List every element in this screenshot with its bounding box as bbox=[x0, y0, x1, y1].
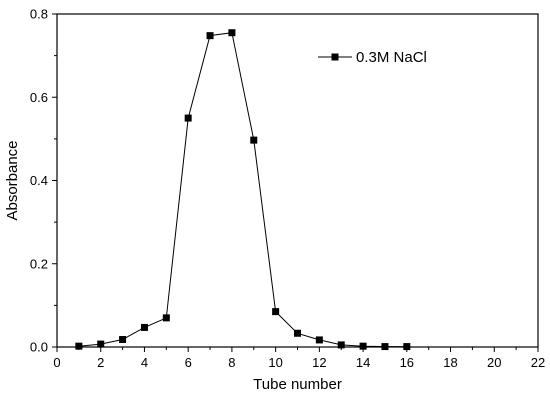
x-tick-label: 10 bbox=[268, 355, 282, 370]
series-line bbox=[78, 32, 407, 348]
plot-frame bbox=[56, 13, 539, 348]
data-point bbox=[75, 342, 83, 350]
data-point bbox=[359, 342, 367, 350]
data-point bbox=[206, 32, 214, 40]
y-tick-label: 0.6 bbox=[30, 90, 48, 105]
data-point bbox=[315, 336, 323, 344]
x-tick-label: 8 bbox=[228, 355, 235, 370]
data-point bbox=[272, 308, 280, 316]
y-axis-title: Absorbance bbox=[4, 140, 21, 220]
data-point bbox=[294, 329, 301, 337]
x-tick-label: 12 bbox=[312, 355, 326, 370]
data-point bbox=[162, 314, 170, 322]
plot-border bbox=[56, 13, 539, 348]
legend-label: 0.3M NaCl bbox=[356, 49, 427, 66]
x-tick-label: 20 bbox=[487, 355, 501, 370]
y-axis-ticks: 0.0 0.2 0.4 0.6 0.8 bbox=[30, 7, 57, 355]
data-point bbox=[250, 136, 258, 144]
y-tick-label: 0.2 bbox=[30, 256, 48, 271]
y-tick-label: 0.4 bbox=[30, 173, 48, 188]
legend-marker bbox=[331, 53, 339, 61]
data-point bbox=[184, 114, 192, 122]
x-axis-title: Tube number bbox=[253, 376, 342, 393]
x-tick-label: 2 bbox=[97, 355, 104, 370]
y-tick-label: 0.8 bbox=[30, 7, 48, 22]
data-point bbox=[228, 29, 236, 37]
x-tick-label: 6 bbox=[185, 355, 192, 370]
x-tick-label: 22 bbox=[531, 355, 545, 370]
x-tick-label: 4 bbox=[141, 355, 148, 370]
series-layer bbox=[75, 29, 411, 351]
legend: 0.3M NaCl bbox=[318, 49, 427, 66]
data-point bbox=[381, 343, 389, 351]
data-point bbox=[119, 336, 127, 344]
y-tick-label: 0.0 bbox=[30, 340, 48, 355]
data-point bbox=[140, 323, 148, 331]
data-point bbox=[337, 341, 345, 349]
x-axis-ticks: 0 2 4 6 8 10 12 14 16 18 20 22 bbox=[53, 347, 545, 370]
x-tick-label: 18 bbox=[443, 355, 457, 370]
x-tick-label: 16 bbox=[400, 355, 414, 370]
data-point bbox=[97, 340, 105, 348]
x-tick-label: 0 bbox=[53, 355, 60, 370]
data-point bbox=[403, 343, 411, 351]
x-tick-label: 14 bbox=[356, 355, 370, 370]
